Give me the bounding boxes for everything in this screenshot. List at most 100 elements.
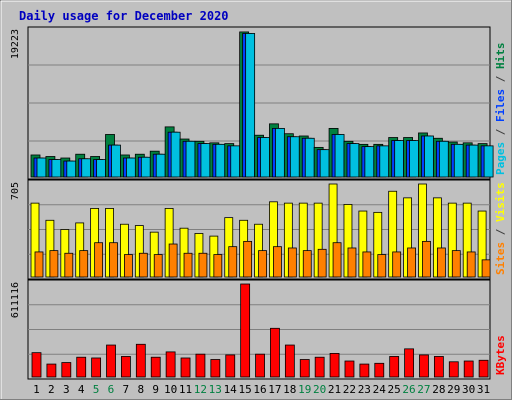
bar-kbytes-day-30 [463, 360, 474, 378]
bar-sites-day-19 [302, 250, 312, 278]
x-tick-label-24: 24 [373, 383, 387, 396]
bar-sites-day-29 [451, 250, 461, 278]
bar-kbytes-day-19 [299, 359, 310, 378]
x-tick-label-3: 3 [63, 383, 70, 396]
bar-kbytes-day-26 [404, 348, 414, 378]
bar-pages-day-31 [483, 145, 494, 178]
bar-sites-day-31 [481, 259, 491, 278]
bar-kbytes-day-27 [419, 354, 429, 378]
x-tick-label-4: 4 [78, 383, 85, 396]
bar-pages-day-10 [170, 131, 181, 178]
bar-kbytes-day-11 [180, 357, 191, 378]
bar-sites-day-12 [198, 252, 208, 278]
bar-pages-day-17 [275, 127, 285, 178]
bar-sites-day-6 [109, 242, 118, 278]
bar-pages-day-29 [453, 143, 464, 178]
bar-pages-day-14 [230, 145, 241, 178]
bar-sites-day-27 [422, 240, 431, 278]
bar-kbytes-day-24 [374, 362, 385, 378]
x-tick-label-20: 20 [313, 383, 326, 396]
panel-pages-files-hits-series-label: Pages / Files / Hits [494, 43, 507, 176]
x-tick-label-29: 29 [447, 383, 460, 396]
series-label-part: Hits [494, 43, 507, 70]
x-tick-label-19: 19 [298, 383, 311, 396]
bar-kbytes-day-22 [344, 360, 355, 378]
bar-kbytes-day-15 [240, 283, 251, 378]
bar-sites-day-25 [392, 251, 402, 278]
series-label-part: / [494, 69, 507, 89]
bar-pages-day-6 [111, 144, 121, 178]
x-tick-label-18: 18 [283, 383, 296, 396]
bar-sites-day-2 [49, 250, 59, 278]
x-tick-label-12: 12 [194, 383, 207, 396]
x-tick-label-6: 6 [108, 383, 115, 396]
series-label-part: KBytes [494, 335, 507, 375]
bar-pages-day-19 [304, 137, 315, 178]
bar-sites-day-4 [79, 250, 89, 278]
x-tick-label-26: 26 [402, 383, 415, 396]
bar-pages-day-18 [289, 136, 300, 178]
bar-pages-day-11 [185, 140, 196, 178]
series-label-part: Visits [494, 182, 507, 222]
bar-sites-day-3 [64, 252, 74, 278]
panel-kbytes-series-label: KBytes [494, 335, 507, 375]
bar-kbytes-day-18 [284, 344, 295, 378]
bar-kbytes-day-23 [359, 363, 370, 378]
bar-sites-day-10 [168, 243, 178, 278]
bar-kbytes-day-8 [135, 343, 146, 378]
x-tick-label-28: 28 [432, 383, 445, 396]
bar-sites-day-17 [273, 246, 282, 278]
bar-kbytes-day-25 [389, 356, 400, 378]
bar-sites-day-26 [407, 247, 416, 278]
bar-kbytes-day-13 [210, 359, 221, 378]
bar-pages-day-30 [468, 144, 479, 178]
bar-sites-day-5 [94, 242, 104, 278]
x-tick-label-1: 1 [33, 383, 40, 396]
bar-kbytes-day-5 [91, 357, 102, 378]
bar-pages-day-24 [379, 145, 390, 178]
bar-sites-day-20 [317, 248, 327, 278]
bar-sites-day-11 [183, 252, 193, 278]
panel-pages-files-hits-ymax-label: 19223 [10, 29, 21, 59]
series-label-part: Pages [494, 142, 507, 175]
x-tick-label-2: 2 [48, 383, 55, 396]
x-tick-label-14: 14 [224, 383, 238, 396]
x-tick-label-27: 27 [417, 383, 430, 396]
x-tick-label-13: 13 [209, 383, 222, 396]
bar-sites-day-28 [436, 247, 446, 278]
bar-sites-day-24 [377, 254, 387, 278]
bar-pages-day-3 [66, 160, 77, 178]
bar-sites-day-14 [228, 246, 238, 278]
bar-kbytes-day-10 [165, 351, 176, 378]
bar-kbytes-day-21 [329, 353, 340, 378]
bar-pages-day-23 [364, 146, 375, 178]
bar-kbytes-day-9 [150, 356, 161, 378]
panel-visits-sites-ymax-label: 705 [10, 182, 21, 200]
bar-sites-day-21 [332, 242, 342, 278]
panel-kbytes-ymax-label: 611116 [10, 282, 21, 318]
bar-kbytes-day-29 [448, 361, 459, 378]
bar-kbytes-day-4 [76, 356, 87, 378]
series-label-part: / [494, 122, 507, 142]
bar-pages-day-9 [155, 153, 166, 178]
bar-kbytes-day-17 [270, 327, 280, 378]
bar-kbytes-day-20 [314, 356, 325, 378]
x-tick-label-22: 22 [343, 383, 356, 396]
series-label-part: / [494, 222, 507, 242]
bar-sites-day-23 [362, 251, 372, 278]
bar-kbytes-day-31 [478, 359, 489, 378]
bar-pages-day-2 [51, 159, 62, 178]
bar-sites-day-9 [153, 254, 163, 278]
bar-kbytes-day-28 [433, 356, 444, 378]
bar-sites-day-7 [124, 254, 133, 278]
bar-pages-day-15 [245, 33, 256, 178]
bar-sites-day-16 [258, 250, 267, 278]
x-tick-label-5: 5 [93, 383, 100, 396]
panel-visits-sites-series-label: Sites / Visits [494, 182, 507, 275]
series-label-part: Files [494, 89, 507, 122]
x-tick-label-11: 11 [179, 383, 192, 396]
bar-pages-day-7 [126, 157, 136, 178]
bar-pages-day-26 [409, 140, 419, 178]
